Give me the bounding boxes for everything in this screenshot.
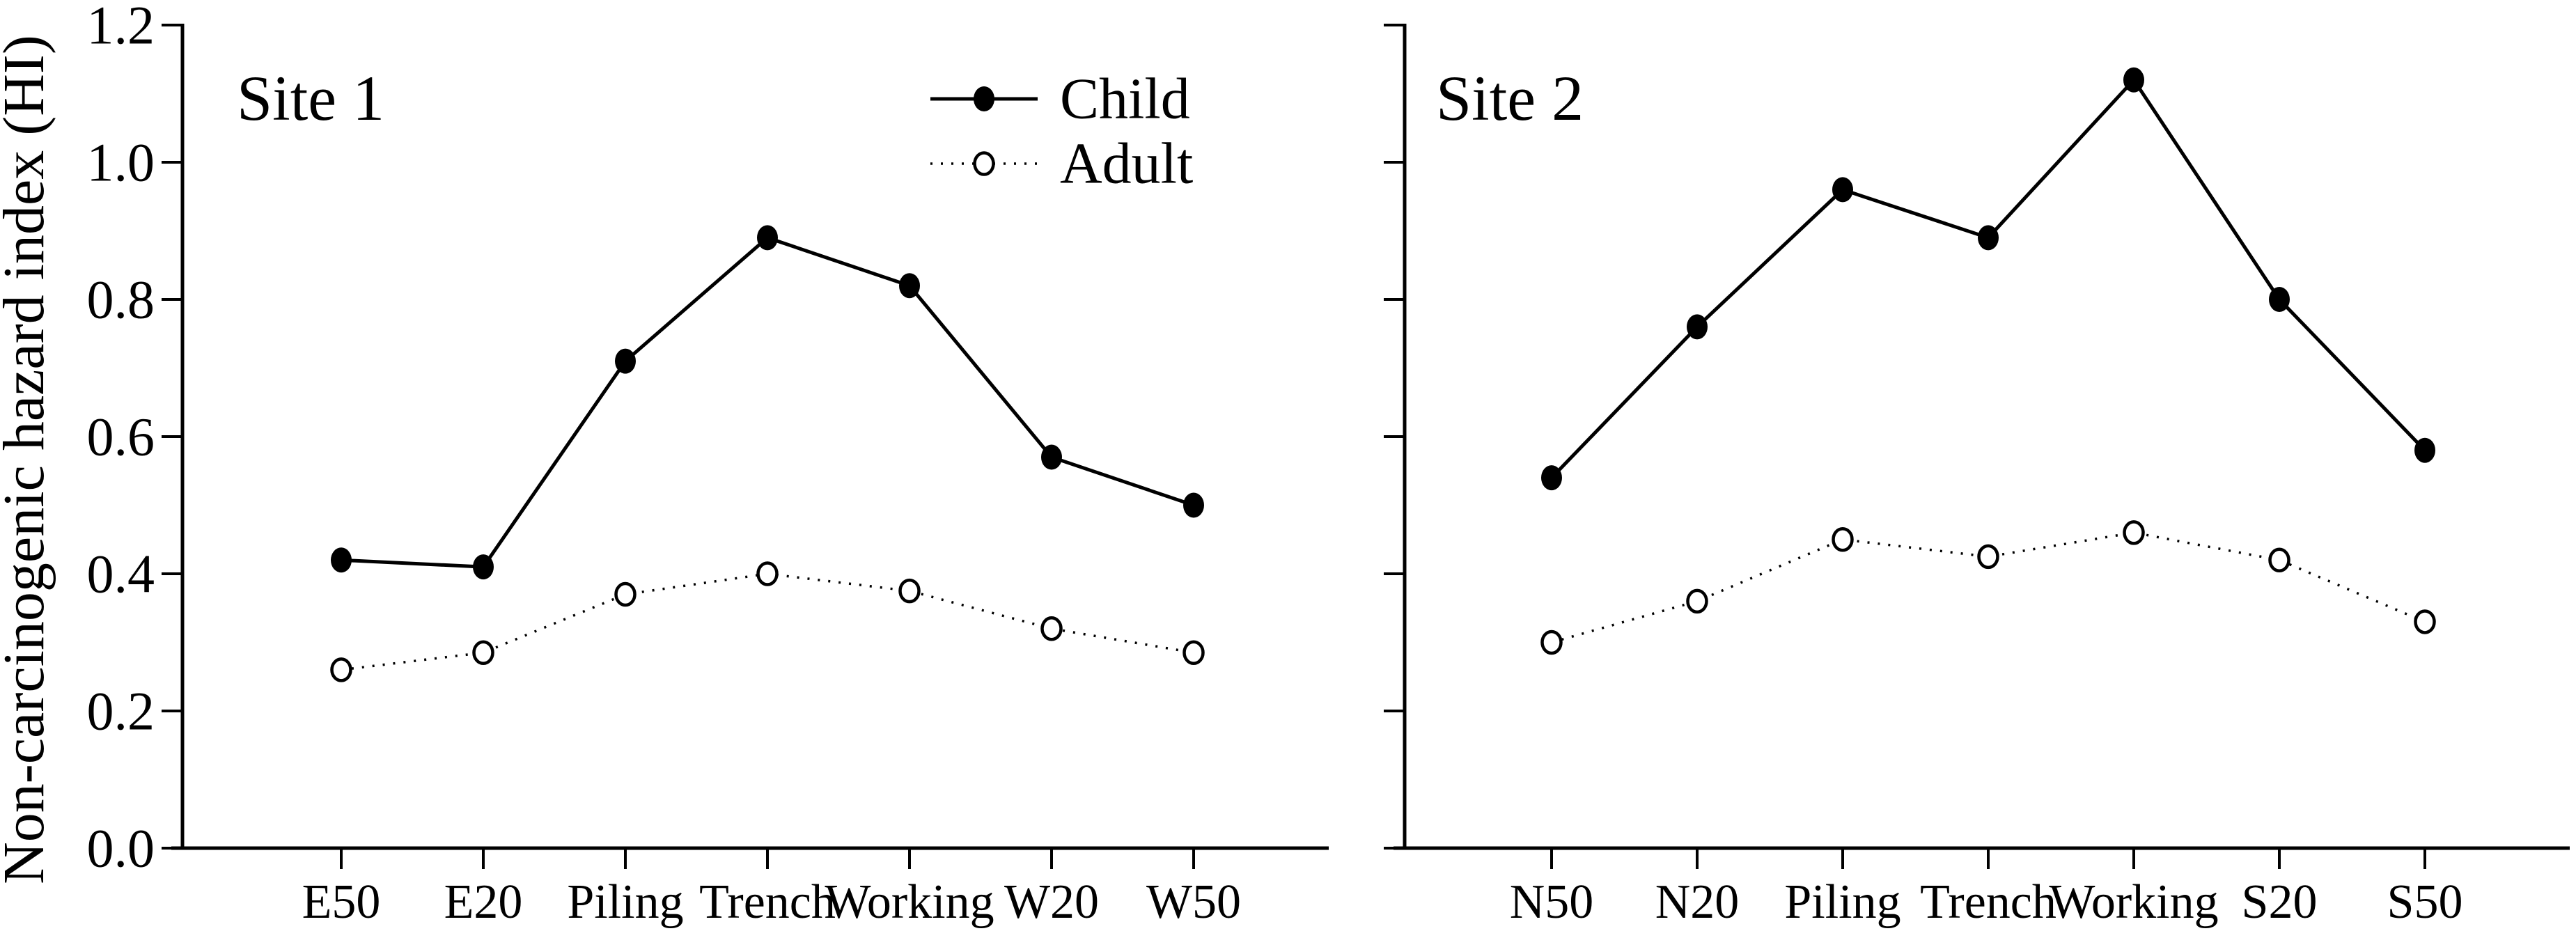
marker-child-1-4 [2123, 67, 2144, 93]
marker-child-1-6 [2414, 437, 2435, 463]
category-label: W20 [1004, 875, 1099, 929]
marker-adult-0-4 [898, 578, 921, 604]
y-tick-label: 0.6 [87, 407, 155, 467]
legend-adult-label: Adult [1060, 132, 1193, 196]
legend-child-marker [974, 86, 994, 111]
marker-child-1-2 [1832, 177, 1853, 203]
series-line-child-1 [1550, 77, 2426, 479]
marker-child-1-1 [1687, 314, 1708, 340]
marker-adult-0-1 [472, 640, 494, 666]
marker-adult-0-3 [756, 561, 779, 586]
legend-adult-marker [973, 151, 995, 176]
marker-child-1-0 [1541, 465, 1562, 491]
category-label: Piling [567, 875, 683, 929]
y-tick-label: 1.2 [87, 0, 155, 56]
y-tick-label: 0.8 [87, 269, 155, 330]
marker-adult-1-2 [1832, 527, 1854, 552]
site1-label: Site 1 [237, 63, 384, 134]
category-label: E20 [444, 875, 523, 929]
legend-symbols [930, 86, 1038, 176]
y-tick-label: 1.0 [87, 132, 155, 193]
marker-adult-1-6 [2414, 609, 2436, 634]
series-line-child-0 [341, 235, 1194, 569]
y-axis-title: Non-carcinogenic hazard index (HI) [0, 35, 56, 884]
category-label: Trench [1920, 875, 2056, 929]
category-label: Working [2049, 875, 2218, 929]
marker-adult-1-4 [2123, 520, 2145, 545]
legend-child-label: Child [1060, 67, 1190, 132]
category-label: W50 [1146, 875, 1241, 929]
category-label: E50 [302, 875, 381, 929]
marker-child-0-1 [473, 554, 494, 580]
marker-child-1-5 [2269, 287, 2290, 312]
marker-child-0-0 [331, 547, 352, 573]
marker-child-0-6 [1183, 492, 1204, 518]
y-tick-label: 0.4 [87, 544, 155, 604]
y-tick-label: 0.2 [87, 681, 155, 742]
marker-adult-1-0 [1540, 629, 1563, 655]
marker-adult-1-3 [1977, 544, 1999, 570]
marker-adult-0-6 [1182, 640, 1205, 666]
marker-child-1-3 [1978, 225, 1999, 251]
category-label: N20 [1655, 875, 1740, 929]
y-tick-label: 0.0 [87, 818, 155, 879]
marker-child-0-5 [1041, 444, 1062, 470]
marker-child-0-2 [615, 348, 636, 374]
category-label: Piling [1784, 875, 1900, 929]
series-line-adult-0 [341, 572, 1194, 671]
marker-child-0-3 [757, 225, 778, 251]
marker-adult-0-2 [614, 581, 637, 607]
marker-child-0-4 [899, 273, 920, 299]
category-label: S50 [2387, 875, 2463, 929]
category-label: N50 [1510, 875, 1594, 929]
category-label: Working [825, 875, 994, 929]
marker-adult-1-1 [1686, 588, 1708, 614]
category-label: Trench [699, 875, 836, 929]
category-label: S20 [2242, 875, 2318, 929]
marker-adult-0-0 [330, 657, 352, 682]
marker-adult-1-5 [2268, 547, 2290, 573]
marker-adult-0-5 [1040, 616, 1063, 641]
site2-label: Site 2 [1436, 63, 1584, 134]
